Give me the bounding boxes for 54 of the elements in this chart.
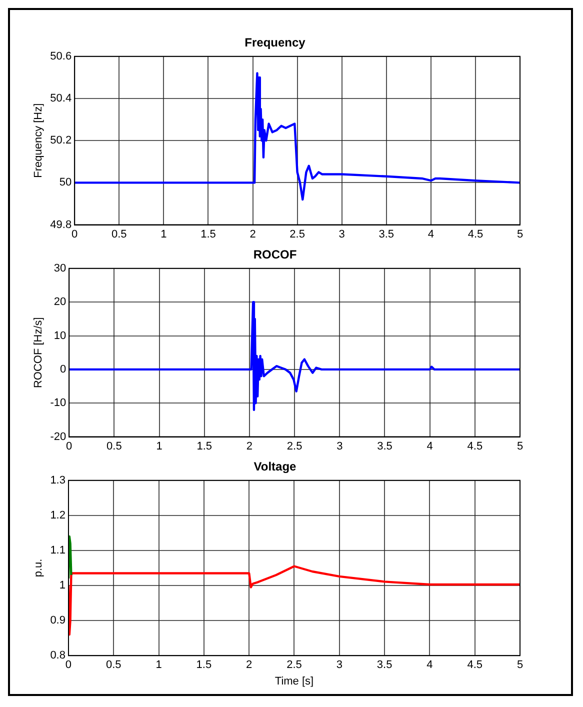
y-tick-label: 30 [54, 262, 66, 274]
x-tick-label: 4.5 [467, 440, 483, 452]
x-tick-label: 2 [246, 440, 253, 452]
y-tick-label: 10 [54, 330, 66, 342]
y-tick-label: 20 [54, 296, 66, 308]
x-tick-label: 1.5 [200, 228, 216, 240]
x-tick-label: 4.5 [468, 228, 484, 240]
x-tick-label: 2 [246, 659, 252, 672]
y-tick-label: 49.8 [50, 218, 72, 231]
x-tick-label: 5 [516, 228, 524, 240]
y-tick-label: 0.8 [50, 650, 66, 662]
x-tick-label: 4 [426, 659, 433, 672]
chart-title: ROCOF [253, 248, 297, 262]
x-tick-label: 1.5 [196, 440, 212, 452]
y-tick-label: 50.6 [50, 50, 72, 62]
x-tick-label: 2.5 [286, 659, 302, 672]
y-axis-title: Frequency [Hz] [32, 103, 45, 178]
y-axis-title: ROCOF [Hz/s] [32, 317, 45, 388]
x-tick-label: 1 [156, 659, 162, 672]
x-tick-label: 0.5 [106, 659, 122, 672]
y-tick-label: 0.9 [50, 614, 66, 627]
y-tick-label: 50 [59, 176, 72, 189]
x-tick-label: 1 [156, 440, 162, 452]
y-tick-label: 1.3 [50, 474, 66, 486]
y-axis-title: p.u. [32, 558, 45, 578]
chart-title: Frequency [244, 36, 306, 50]
x-tick-label: 3.5 [378, 228, 394, 240]
x-axis-title: Time [s] [274, 675, 314, 688]
x-tick-label: 3.5 [377, 440, 392, 452]
x-tick-label: 2 [250, 228, 256, 240]
x-tick-label: 5 [516, 659, 524, 672]
x-tick-label: 3.5 [376, 659, 392, 672]
y-tick-label: 1.2 [50, 509, 66, 522]
x-tick-label: 3 [336, 440, 343, 452]
x-tick-label: 3 [336, 659, 342, 672]
y-tick-label: 1.1 [50, 544, 66, 557]
y-tick-label: -20 [50, 430, 66, 443]
x-tick-label: 0.5 [106, 440, 122, 452]
x-tick-label: 1.5 [196, 659, 212, 672]
x-tick-label: 2.5 [286, 440, 302, 452]
x-tick-label: 2.5 [290, 228, 305, 240]
x-tick-label: 0.5 [112, 228, 127, 240]
y-tick-label: 50.2 [50, 134, 72, 147]
y-tick-label: 50.4 [50, 92, 72, 105]
x-tick-label: 4 [428, 228, 434, 240]
x-tick-label: 5 [516, 440, 524, 452]
x-tick-label: 4 [426, 440, 433, 452]
y-tick-label: 1 [59, 580, 66, 592]
x-tick-label: 4.5 [467, 659, 482, 672]
x-tick-label: 1 [160, 228, 167, 240]
chart-title: Voltage [254, 460, 297, 474]
x-tick-label: 3 [338, 228, 345, 240]
y-tick-label: -10 [50, 397, 66, 410]
y-tick-label: 0 [60, 363, 66, 376]
